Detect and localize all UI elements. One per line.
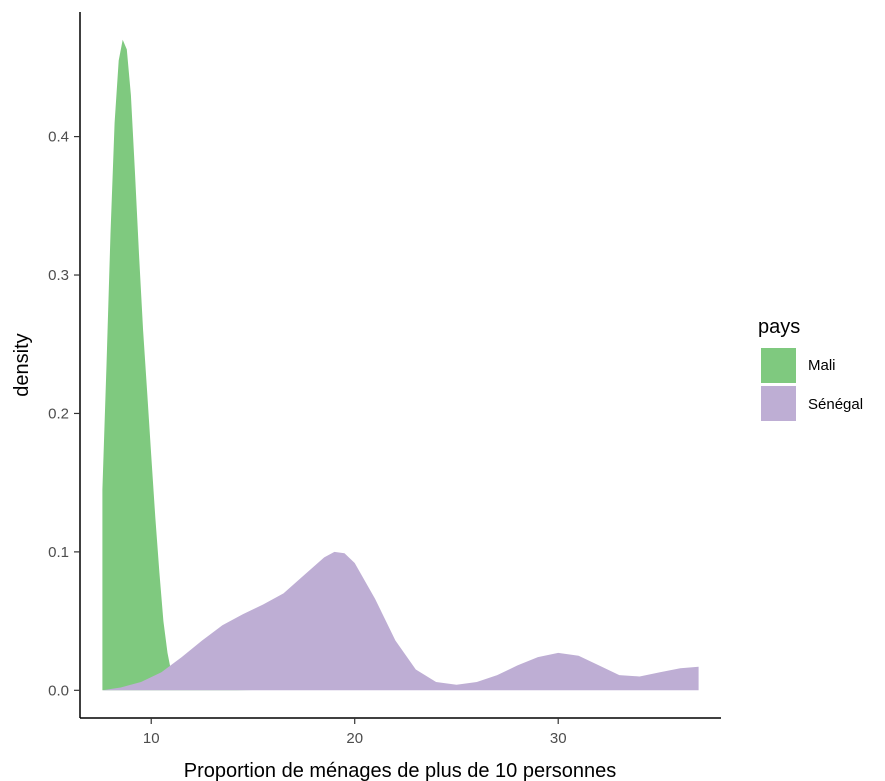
legend-key-senegal <box>761 386 796 421</box>
y-tick-label: 0.2 <box>48 405 69 422</box>
x-tick-label: 20 <box>346 730 363 747</box>
y-tick-label: 0.0 <box>48 682 69 699</box>
y-tick-label: 0.1 <box>48 544 69 561</box>
legend-title: pays <box>758 316 800 338</box>
y-axis-title: density <box>11 333 33 396</box>
legend-key-mali <box>761 348 796 383</box>
x-tick-label: 30 <box>550 730 567 747</box>
y-tick-label: 0.4 <box>48 129 69 146</box>
density-area-senegal <box>102 551 699 691</box>
legend: pays Mali Sénégal <box>758 316 863 421</box>
y-axis-ticks: 0.0 0.1 0.2 0.3 0.4 <box>48 129 80 699</box>
legend-label-mali: Mali <box>808 357 836 374</box>
plot-area <box>102 39 699 691</box>
x-axis-title: Proportion de ménages de plus de 10 pers… <box>184 760 617 781</box>
y-tick-label: 0.3 <box>48 267 69 284</box>
density-area-mali <box>102 39 699 691</box>
x-axis-ticks: 10 20 30 <box>143 718 567 747</box>
legend-label-senegal: Sénégal <box>808 396 863 413</box>
x-tick-label: 10 <box>143 730 160 747</box>
